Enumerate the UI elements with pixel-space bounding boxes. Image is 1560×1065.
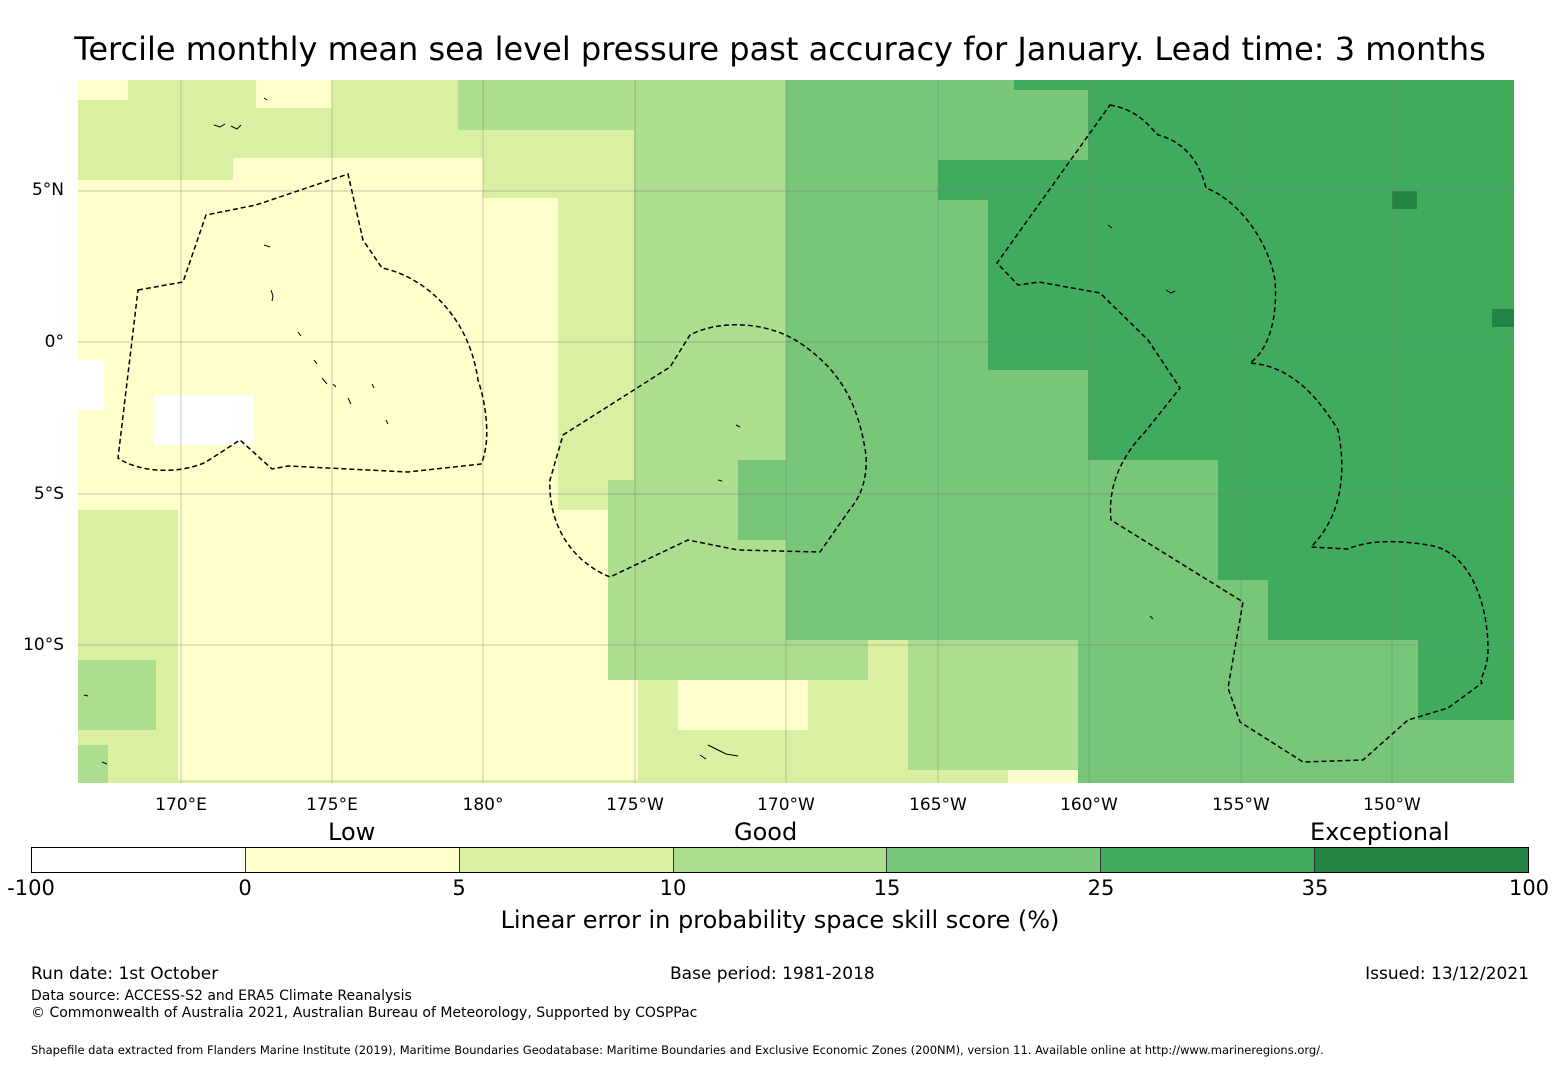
data-source: Data source: ACCESS-S2 and ERA5 Climate …: [31, 988, 412, 1004]
high-skill-region: [938, 80, 1514, 720]
base-period: Base period: 1981-2018: [670, 964, 875, 984]
lon-label-150w: 150°W: [1363, 795, 1421, 815]
exceptional-skill-cells: [1392, 191, 1514, 327]
colorbar-label: Linear error in probability space skill …: [500, 906, 1060, 934]
lon-label-160w: 160°W: [1060, 795, 1118, 815]
issued-date: Issued: 13/12/2021: [1365, 964, 1529, 984]
coastlines: [83, 97, 1176, 765]
eez-kiribati-line: [996, 104, 1489, 763]
lon-label-175e: 175°E: [306, 795, 358, 815]
colorbar-segment: [32, 848, 246, 872]
lon-label-180: 180°: [462, 795, 504, 815]
eez-boundaries: [117, 104, 1489, 763]
chart-title: Tercile monthly mean sea level pressure …: [74, 30, 1486, 68]
category-label-low: Low: [328, 818, 376, 846]
run-date: Run date: 1st October: [31, 964, 219, 984]
shapefile-credit: Shapefile data extracted from Flanders M…: [31, 1043, 1324, 1057]
lat-label-5s: 5°S: [33, 484, 64, 504]
category-label-good: Good: [734, 818, 798, 846]
lon-label-175w: 175°W: [606, 795, 664, 815]
lon-label-170w: 170°W: [757, 795, 815, 815]
colorbar-segment: [1101, 848, 1316, 872]
lon-label-165w: 165°W: [909, 795, 967, 815]
low-skill-region: [78, 80, 1128, 783]
colorbar: [31, 847, 1529, 873]
colorbar-segment: [245, 848, 460, 872]
eez-tokelau: [549, 324, 867, 578]
colorbar-tick: 100: [1508, 876, 1550, 900]
lon-label-170e: 170°E: [155, 795, 207, 815]
colorbar-tick: 15: [873, 876, 901, 900]
colorbar-segment: [887, 848, 1102, 872]
lon-label-155w: 155°W: [1212, 795, 1270, 815]
colorbar-tick: 35: [1301, 876, 1329, 900]
colorbar-segment: [673, 848, 888, 872]
eez-kiribati-gilberts: [117, 173, 488, 473]
colorbar-tick: -100: [7, 876, 55, 900]
skill-score-map: [78, 80, 1514, 783]
copyright: © Commonwealth of Australia 2021, Austra…: [31, 1005, 698, 1021]
colorbar-segment: [1315, 848, 1529, 872]
colorbar-tick: 5: [452, 876, 466, 900]
graticule: [78, 80, 1514, 783]
colorbar-tick: 10: [659, 876, 687, 900]
colorbar-tick: 25: [1087, 876, 1115, 900]
lat-label-10s: 10°S: [23, 635, 64, 655]
lat-label-5n: 5°N: [31, 180, 64, 200]
lat-label-0: 0°: [44, 332, 64, 352]
colorbar-tick: 0: [238, 876, 252, 900]
colorbar-segment: [459, 848, 674, 872]
negative-skill-patch: [78, 360, 254, 445]
category-label-exceptional: Exceptional: [1310, 818, 1450, 846]
